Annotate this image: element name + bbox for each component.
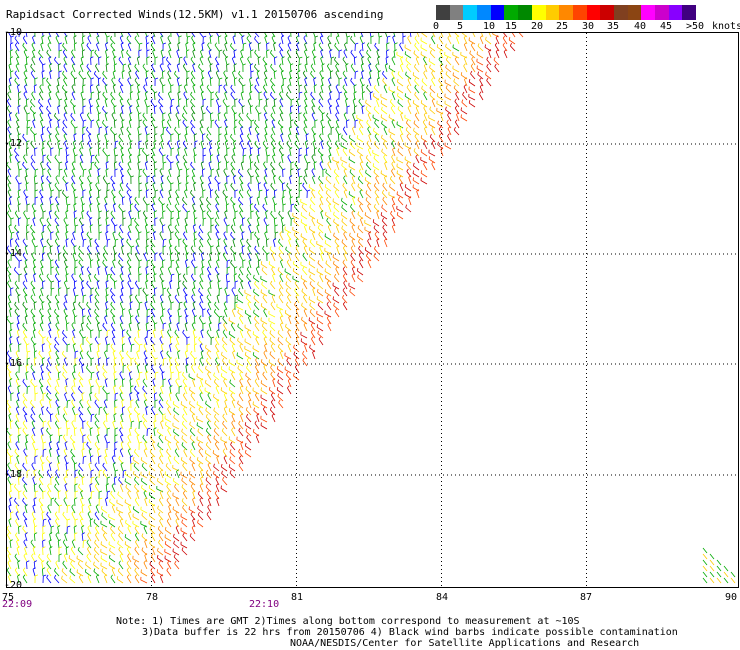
colorbar-swatch [641, 5, 655, 20]
colorbar-swatch [449, 5, 464, 20]
wind-barbs [7, 33, 736, 584]
footer-note-line1: Note: 1) Times are GMT 2)Times along bot… [116, 616, 580, 627]
colorbar-label: 5 [457, 21, 464, 32]
colorbar-swatch [655, 5, 669, 20]
lat-tick-label: -14 [4, 248, 23, 259]
colorbar-label: 25 [556, 21, 569, 32]
colorbar-swatch [490, 5, 505, 20]
colorbar-swatch [627, 5, 642, 20]
colorbar-swatch [436, 5, 450, 20]
footer-note-line3: NOAA/NESDIS/Center for Satellite Applica… [290, 638, 640, 649]
wind-map-svg [7, 33, 738, 587]
colorbar-swatch [682, 5, 697, 20]
time-label-mid: 22:10 [249, 599, 280, 610]
lon-tick-label: 75 [2, 592, 15, 603]
lat-tick-label: -16 [4, 358, 23, 369]
colorbar-swatch [572, 5, 587, 20]
colorbar-label: 30 [582, 21, 595, 32]
colorbar-swatch [463, 5, 478, 20]
lat-tick-label: -18 [4, 469, 23, 480]
colorbar-swatch [586, 5, 601, 20]
colorbar-label: >50 [686, 21, 705, 32]
lon-tick-label: 78 [146, 592, 159, 603]
time-label-left: 22:09 [2, 599, 33, 610]
colorbar-swatch [518, 5, 532, 20]
colorbar-swatch [504, 5, 519, 20]
colorbar-swatch [668, 5, 683, 20]
lon-tick-label: 84 [436, 592, 449, 603]
wind-map [6, 32, 739, 588]
lon-tick-label: 81 [291, 592, 304, 603]
colorbar-swatch [600, 5, 614, 20]
footer-note-line2: 3)Data buffer is 22 hrs from 20150706 4)… [142, 627, 678, 638]
colorbar-swatch [559, 5, 573, 20]
lat-tick-label: -10 [4, 27, 23, 38]
lat-tick-label: -20 [4, 580, 23, 591]
colorbar-swatch [477, 5, 491, 20]
colorbar-swatch [545, 5, 560, 20]
plot-title: Rapidsact Corrected Winds(12.5KM) v1.1 2… [6, 8, 384, 21]
lon-tick-label: 87 [580, 592, 593, 603]
colorbar-units: knots [712, 21, 740, 32]
colorbar-label: 40 [634, 21, 647, 32]
colorbar-label: 35 [607, 21, 620, 32]
colorbar-swatch [531, 5, 546, 20]
colorbar-label: 45 [660, 21, 673, 32]
colorbar-label: 20 [531, 21, 544, 32]
colorbar-swatch [613, 5, 628, 20]
colorbar-label: 10 [483, 21, 496, 32]
colorbar-label: 15 [505, 21, 518, 32]
colorbar-label: 0 [433, 21, 440, 32]
lat-tick-label: -12 [4, 138, 23, 149]
wind-speed-colorbar [436, 5, 697, 20]
lon-tick-label: 90 [725, 592, 738, 603]
